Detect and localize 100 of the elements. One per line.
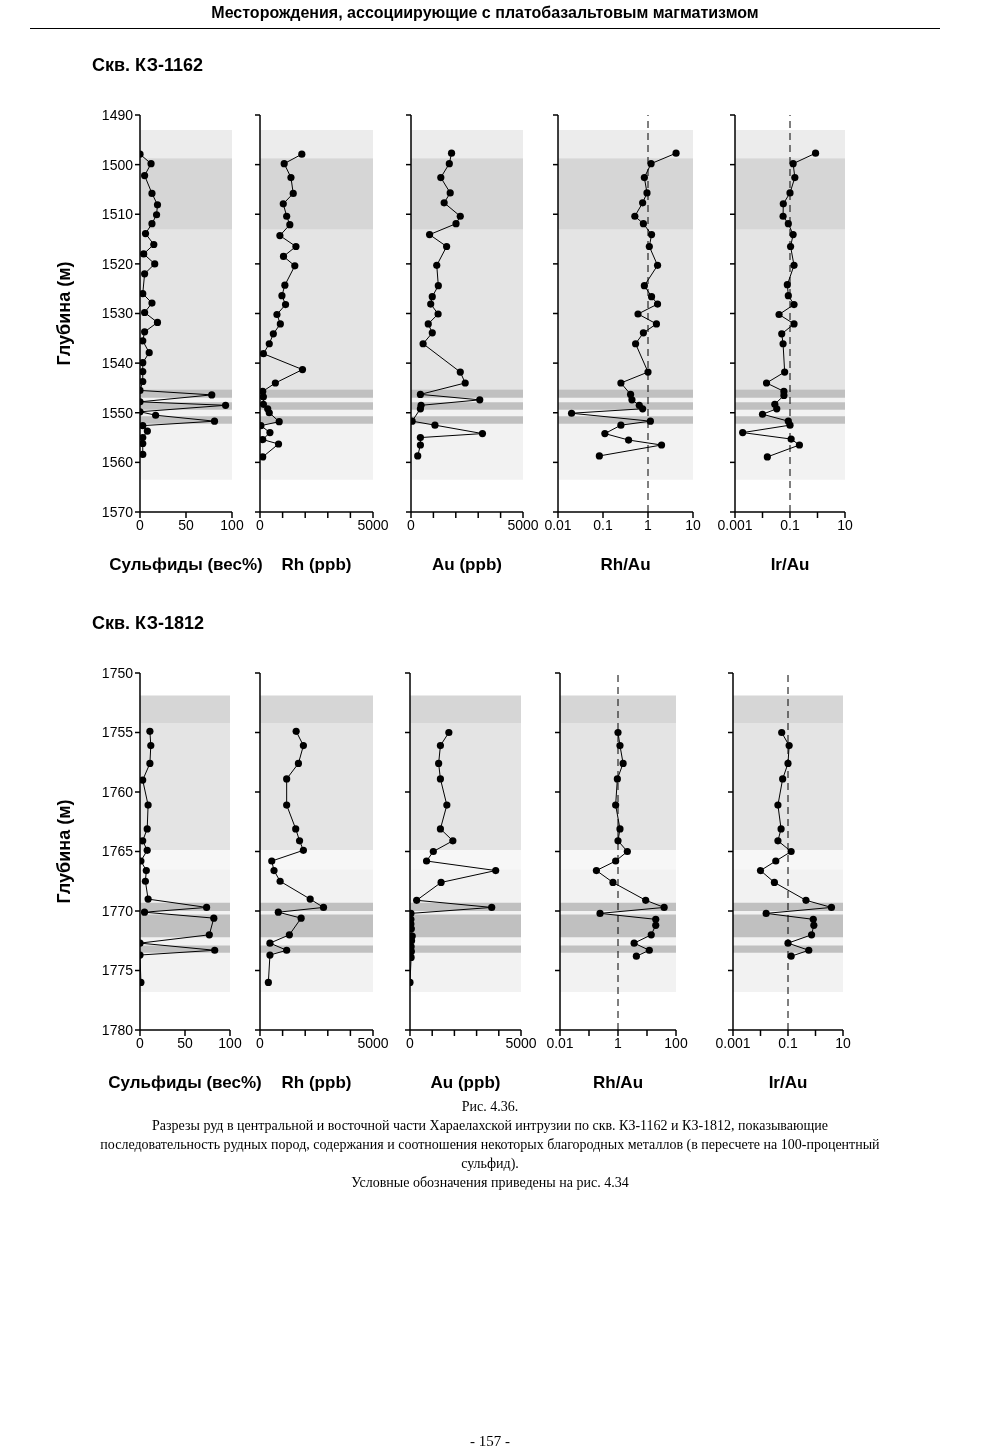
point: [266, 939, 274, 947]
point: [152, 211, 161, 219]
point: [153, 201, 162, 209]
y-tick-label: 1760: [101, 783, 134, 800]
point: [416, 433, 425, 442]
y-tick-label: 1770: [101, 902, 134, 919]
x-axis-title: Au (ppb): [432, 555, 502, 574]
point: [260, 400, 267, 408]
x-tick-label: 50: [177, 1034, 193, 1051]
x-tick-label: 50: [178, 516, 194, 533]
x-tick-label: 5000: [505, 1034, 537, 1051]
point: [144, 895, 152, 903]
point: [289, 189, 297, 198]
text: Условные обозначения приведены на рис. 4.34: [350, 1174, 630, 1192]
x-tick-label: 1: [614, 1034, 623, 1051]
point: [210, 914, 218, 922]
point: [285, 931, 293, 939]
point: [265, 409, 273, 417]
point: [221, 401, 230, 409]
x-axis-title: Rh/Au: [592, 1073, 644, 1092]
y-tick-label: 1530: [101, 305, 134, 322]
x-tick-label: 0: [136, 516, 145, 533]
point: [208, 391, 216, 399]
point: [440, 199, 448, 207]
point: [422, 857, 431, 865]
point: [319, 903, 328, 912]
point: [445, 728, 453, 737]
point: [140, 439, 147, 448]
point: [292, 727, 300, 735]
y-tick-label: 1490: [101, 106, 134, 123]
point: [148, 299, 156, 307]
x-axis-title: Rh (ppb): [281, 555, 352, 574]
point: [140, 290, 147, 298]
y-tick-label: 1765: [101, 843, 134, 860]
point: [298, 365, 307, 374]
y-tick-label: 1500: [101, 156, 134, 173]
point: [140, 377, 147, 386]
point: [449, 837, 457, 845]
point: [148, 220, 156, 228]
point: [445, 160, 453, 168]
point: [297, 914, 305, 922]
point: [140, 908, 149, 916]
point: [140, 433, 147, 442]
point: [205, 931, 213, 939]
x-tick-label: 10: [835, 1034, 851, 1051]
point: [141, 171, 149, 180]
point: [151, 260, 159, 268]
point: [287, 173, 295, 182]
x-tick-label: 0.1: [593, 516, 613, 533]
point: [140, 450, 147, 459]
x-tick-label: 100: [218, 1034, 242, 1051]
point: [461, 379, 469, 387]
point: [443, 801, 451, 809]
point: [291, 262, 299, 270]
point: [146, 759, 154, 768]
point: [295, 837, 304, 845]
y-tick-label: 1755: [101, 724, 134, 741]
x-tick-label: 0: [256, 1034, 265, 1051]
point: [279, 200, 287, 208]
point: [147, 741, 155, 750]
point: [271, 379, 279, 387]
point: [150, 240, 158, 249]
point: [141, 308, 149, 317]
point: [425, 231, 434, 239]
x-axis-title: Ir/Au: [770, 555, 810, 574]
point: [416, 390, 425, 398]
y-tick-label: 1775: [101, 962, 134, 979]
point: [446, 189, 454, 197]
point: [211, 946, 219, 954]
point: [147, 160, 155, 168]
x-axis-title: Rh/Au: [600, 555, 651, 574]
point: [292, 242, 300, 251]
text: Рис. 4.36.: [460, 1098, 520, 1116]
point: [260, 453, 267, 461]
point: [428, 329, 436, 337]
point: [278, 292, 286, 300]
point: [434, 282, 442, 290]
point: [456, 368, 464, 376]
x-tick-label: 0: [407, 516, 416, 533]
y-axis-title: Глубина (м): [54, 799, 75, 904]
point: [433, 261, 441, 269]
point: [268, 857, 276, 865]
y-tick-label: 1570: [101, 503, 134, 520]
y-tick-label: 1520: [101, 255, 134, 272]
x-tick-label: 0: [256, 516, 265, 533]
point: [437, 878, 445, 887]
x-tick-label: 0.01: [546, 1034, 574, 1051]
x-tick-label: 0.1: [778, 1034, 798, 1051]
point: [429, 847, 437, 856]
point: [274, 908, 282, 916]
point: [276, 877, 284, 885]
x-tick-label: 100: [664, 1034, 688, 1051]
point: [436, 741, 445, 750]
y-tick-label: 1540: [101, 355, 134, 372]
chart-title: Скв. КЗ-1162: [92, 55, 204, 76]
x-tick-label: 5000: [357, 1034, 389, 1051]
point: [140, 250, 148, 258]
point: [140, 837, 147, 845]
point: [283, 775, 291, 783]
point: [140, 359, 147, 367]
